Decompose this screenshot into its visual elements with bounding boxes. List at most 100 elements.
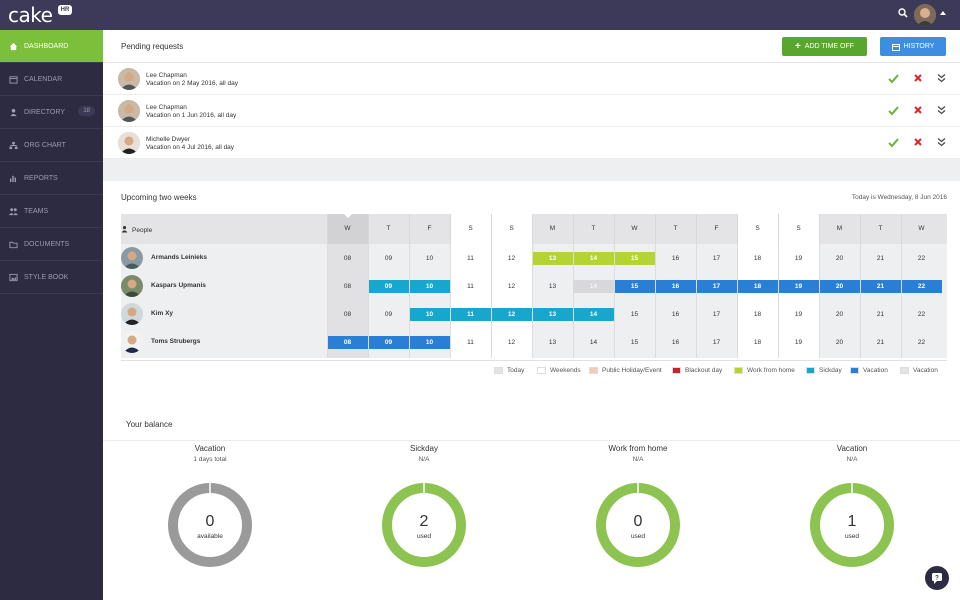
- date-cell[interactable]: 18: [753, 255, 762, 262]
- date-cell[interactable]: 18: [753, 283, 762, 290]
- time-off-block-sick[interactable]: [451, 308, 491, 321]
- reject-button[interactable]: [913, 73, 923, 85]
- time-off-block-vac[interactable]: [656, 280, 696, 293]
- date-cell[interactable]: 11: [467, 255, 474, 262]
- reject-button[interactable]: [913, 105, 923, 117]
- date-cell[interactable]: 13: [548, 339, 557, 346]
- date-cell[interactable]: 17: [712, 311, 721, 318]
- date-cell[interactable]: 22: [917, 283, 926, 290]
- app-logo[interactable]: cake: [8, 3, 53, 27]
- time-off-block-vacp[interactable]: [574, 280, 614, 293]
- date-cell[interactable]: 19: [794, 255, 803, 262]
- date-cell[interactable]: 17: [712, 283, 721, 290]
- date-cell[interactable]: 11: [467, 283, 474, 290]
- chat-button[interactable]: ?: [925, 566, 949, 590]
- expand-button[interactable]: [937, 105, 946, 117]
- date-cell[interactable]: 20: [835, 311, 844, 318]
- date-cell[interactable]: 08: [343, 339, 352, 346]
- date-cell[interactable]: 13: [548, 283, 557, 290]
- time-off-block-sick[interactable]: [574, 308, 614, 321]
- date-cell[interactable]: 19: [794, 339, 803, 346]
- date-cell[interactable]: 22: [917, 339, 926, 346]
- time-off-block-sick[interactable]: [533, 308, 573, 321]
- date-cell[interactable]: 13: [548, 255, 557, 262]
- date-cell[interactable]: 22: [917, 311, 926, 318]
- date-cell[interactable]: 15: [630, 283, 639, 290]
- date-cell[interactable]: 21: [876, 255, 885, 262]
- time-off-block-wfh[interactable]: [615, 252, 655, 265]
- history-button[interactable]: HISTORY: [880, 37, 946, 56]
- time-off-block-vac[interactable]: [861, 280, 901, 293]
- date-cell[interactable]: 14: [589, 283, 598, 290]
- time-off-block-sick[interactable]: [492, 308, 532, 321]
- request-name[interactable]: Michelle Dwyer: [146, 136, 191, 143]
- date-cell[interactable]: 20: [835, 339, 844, 346]
- date-cell[interactable]: 15: [630, 311, 639, 318]
- date-cell[interactable]: 20: [835, 283, 844, 290]
- time-off-block-vac[interactable]: [369, 336, 409, 349]
- date-cell[interactable]: 21: [876, 311, 885, 318]
- date-cell[interactable]: 09: [384, 255, 393, 262]
- date-cell[interactable]: 12: [507, 283, 516, 290]
- person-name[interactable]: Kim Xy: [151, 310, 174, 317]
- expand-button[interactable]: [937, 137, 946, 149]
- approve-button[interactable]: [888, 73, 899, 86]
- date-cell[interactable]: 17: [712, 255, 721, 262]
- date-cell[interactable]: 16: [671, 339, 680, 346]
- date-cell[interactable]: 16: [671, 255, 680, 262]
- date-cell[interactable]: 12: [507, 339, 516, 346]
- time-off-block-vac[interactable]: [738, 280, 778, 293]
- date-cell[interactable]: 20: [835, 255, 844, 262]
- date-cell[interactable]: 19: [794, 283, 803, 290]
- time-off-block-wfh[interactable]: [533, 252, 573, 265]
- sidebar-item-reports[interactable]: REPORTS: [0, 162, 103, 195]
- date-cell[interactable]: 09: [384, 283, 393, 290]
- caret-up-icon[interactable]: [940, 11, 946, 15]
- time-off-block-vac[interactable]: [410, 336, 450, 349]
- time-off-block-vac[interactable]: [328, 336, 368, 349]
- date-cell[interactable]: 16: [671, 283, 680, 290]
- date-cell[interactable]: 13: [548, 311, 557, 318]
- date-cell[interactable]: 10: [425, 255, 434, 262]
- date-cell[interactable]: 14: [589, 311, 598, 318]
- date-cell[interactable]: 08: [343, 255, 352, 262]
- time-off-block-vac[interactable]: [820, 280, 860, 293]
- date-cell[interactable]: 16: [671, 311, 680, 318]
- date-cell[interactable]: 11: [467, 311, 474, 318]
- date-cell[interactable]: 19: [794, 311, 803, 318]
- date-cell[interactable]: 10: [425, 339, 434, 346]
- date-cell[interactable]: 10: [425, 311, 434, 318]
- date-cell[interactable]: 12: [507, 255, 516, 262]
- date-cell[interactable]: 08: [343, 311, 352, 318]
- date-cell[interactable]: 14: [589, 339, 598, 346]
- sidebar-item-documents[interactable]: DOCUMENTS: [0, 228, 103, 261]
- time-off-block-sick[interactable]: [410, 280, 450, 293]
- date-cell[interactable]: 09: [384, 339, 393, 346]
- date-cell[interactable]: 08: [343, 283, 352, 290]
- approve-button[interactable]: [888, 137, 899, 150]
- person-name[interactable]: Toms Strubergs: [151, 338, 201, 345]
- sidebar-item-style-book[interactable]: STYLE BOOK: [0, 261, 103, 294]
- sidebar-item-calendar[interactable]: CALENDAR: [0, 63, 103, 96]
- request-name[interactable]: Lee Chapman: [146, 104, 187, 111]
- add-time-off-button[interactable]: + ADD TIME OFF: [782, 37, 867, 56]
- person-name[interactable]: Kaspars Upmanis: [151, 282, 206, 289]
- date-cell[interactable]: 15: [630, 339, 639, 346]
- date-cell[interactable]: 10: [425, 283, 434, 290]
- time-off-block-vac[interactable]: [902, 280, 942, 293]
- reject-button[interactable]: [913, 137, 923, 149]
- date-cell[interactable]: 15: [630, 255, 639, 262]
- date-cell[interactable]: 18: [753, 311, 762, 318]
- sidebar-item-teams[interactable]: TEAMS: [0, 195, 103, 228]
- sidebar-item-dashboard[interactable]: DASHBOARD: [0, 30, 103, 63]
- date-cell[interactable]: 21: [876, 283, 885, 290]
- time-off-block-vac[interactable]: [697, 280, 737, 293]
- search-icon[interactable]: [898, 8, 908, 18]
- approve-button[interactable]: [888, 105, 899, 118]
- time-off-block-vac[interactable]: [779, 280, 819, 293]
- person-name[interactable]: Armands Leinieks: [151, 254, 207, 261]
- user-avatar[interactable]: [914, 4, 936, 26]
- time-off-block-vac[interactable]: [615, 280, 655, 293]
- date-cell[interactable]: 21: [876, 339, 885, 346]
- date-cell[interactable]: 09: [384, 311, 393, 318]
